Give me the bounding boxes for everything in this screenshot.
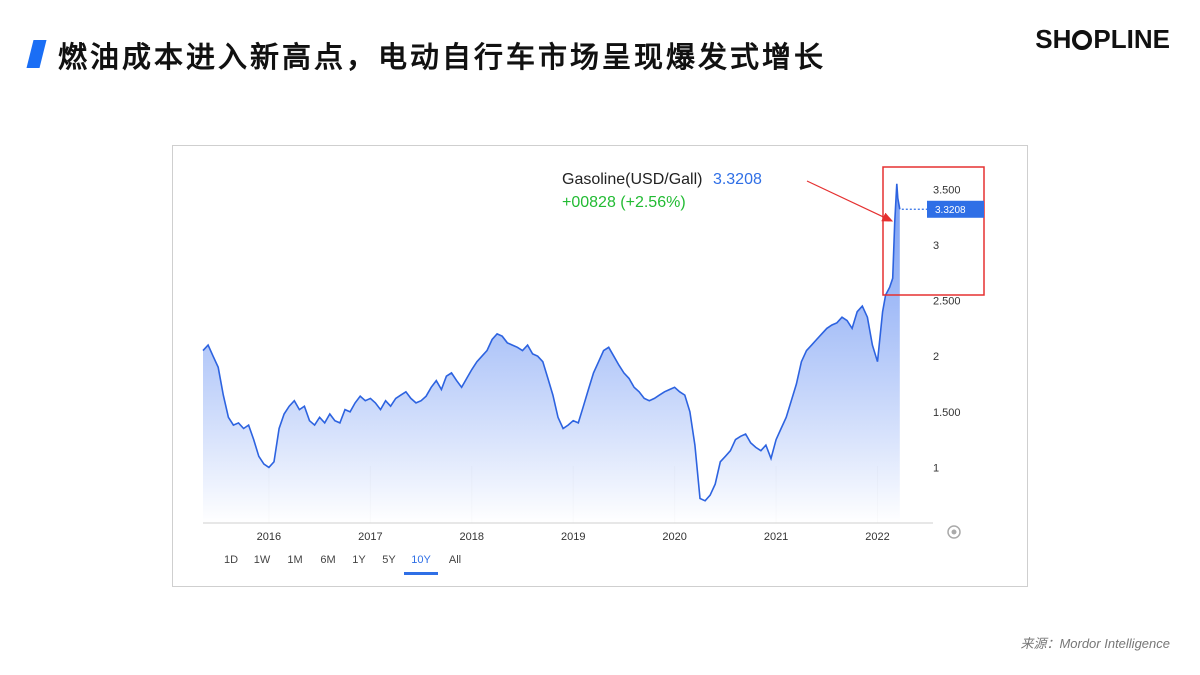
range-button-1w[interactable]: 1W bbox=[254, 554, 271, 566]
instrument-last-value: 3.3208 bbox=[713, 171, 762, 188]
range-button-label: 6M bbox=[320, 554, 335, 566]
range-active-underline bbox=[404, 572, 438, 575]
range-button-label: 10Y bbox=[411, 554, 431, 566]
instrument-name: Gasoline(USD/Gall) bbox=[562, 171, 702, 188]
slide-title: 燃油成本进入新高点，电动自行车市场呈现爆发式增长 bbox=[58, 40, 827, 74]
range-button-label: 5Y bbox=[382, 554, 396, 566]
range-button-5y[interactable]: 5Y bbox=[382, 554, 396, 566]
logo-o-icon bbox=[1072, 29, 1093, 50]
x-tick-label: 2019 bbox=[561, 531, 585, 543]
instrument-label: Gasoline(USD/Gall) 3.3208 bbox=[562, 171, 762, 188]
highlight-box bbox=[882, 166, 985, 296]
y-tick-label: 2.500 bbox=[933, 296, 961, 308]
instrument-change: +00828 (+2.56%) bbox=[562, 194, 686, 211]
price-line bbox=[202, 183, 901, 502]
range-button-1y[interactable]: 1Y bbox=[352, 554, 366, 566]
y-axis-ticks: 3.500 3 2.500 2 1.500 1 bbox=[933, 184, 961, 474]
x-tick-label: 2022 bbox=[865, 531, 889, 543]
y-tick-label: 3 bbox=[933, 240, 939, 252]
logo-text-right: PLINE bbox=[1093, 24, 1170, 54]
gasoline-price-chart: 3.500 3 2.500 2 1.500 1 2016 2017 2018 2019 2020 2… bbox=[172, 145, 1028, 587]
y-tick-label: 3.500 bbox=[933, 184, 961, 196]
range-button-6m[interactable]: 6M bbox=[320, 554, 335, 566]
range-button-label: 1W bbox=[254, 554, 271, 566]
annotation-arrow bbox=[806, 180, 894, 222]
y-tick-label: 1.500 bbox=[933, 407, 961, 419]
range-button-1d[interactable]: 1D bbox=[224, 554, 238, 566]
x-tick-label: 2017 bbox=[358, 531, 382, 543]
last-price-tag-text: 3.3208 bbox=[935, 205, 966, 216]
chart-settings-icon[interactable] bbox=[947, 525, 961, 539]
source-note: 来源：Mordor Intelligence bbox=[1020, 636, 1170, 651]
x-axis-ticks: 2016 2017 2018 2019 2020 2021 2022 bbox=[257, 531, 890, 543]
y-tick-label: 1 bbox=[933, 462, 939, 474]
x-tick-label: 2020 bbox=[662, 531, 686, 543]
logo-text-left: SH bbox=[1035, 24, 1072, 54]
x-tick-label: 2021 bbox=[764, 531, 788, 543]
range-button-label: 1Y bbox=[352, 554, 366, 566]
shopline-logo: SH PLINE bbox=[1035, 24, 1170, 55]
x-tick-label: 2018 bbox=[460, 531, 484, 543]
range-button-label: 1D bbox=[224, 554, 238, 566]
range-button-10y[interactable]: 10Y bbox=[404, 554, 438, 575]
range-button-label: 1M bbox=[287, 554, 302, 566]
range-button-all[interactable]: All bbox=[449, 554, 461, 566]
range-selector: 1D 1W 1M 6M 1Y 5Y 10Y All bbox=[224, 554, 461, 575]
price-area-fill bbox=[203, 183, 900, 524]
title-accent-bar bbox=[26, 40, 47, 68]
y-tick-label: 2 bbox=[933, 351, 939, 363]
x-tick-label: 2016 bbox=[257, 531, 281, 543]
range-button-label: All bbox=[449, 554, 461, 566]
last-price-tag bbox=[927, 200, 984, 218]
range-button-1m[interactable]: 1M bbox=[287, 554, 302, 566]
